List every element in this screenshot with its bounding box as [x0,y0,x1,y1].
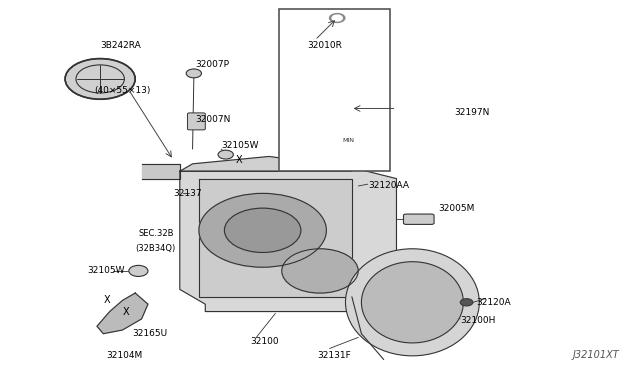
Circle shape [199,193,326,267]
Text: 32010R: 32010R [307,41,342,50]
Text: J32101XT: J32101XT [573,350,620,359]
Text: 32120AA: 32120AA [368,182,409,190]
Circle shape [460,299,473,306]
Text: 32100: 32100 [250,337,278,346]
Circle shape [186,69,202,78]
Text: 32007P: 32007P [196,60,230,69]
Circle shape [129,265,148,276]
Text: 32007N: 32007N [196,115,231,124]
Polygon shape [199,179,352,297]
Text: 32197N: 32197N [454,108,489,117]
FancyBboxPatch shape [188,113,205,130]
Text: 32100H: 32100H [460,316,495,325]
Text: 32104M: 32104M [106,351,143,360]
Circle shape [330,13,345,22]
Polygon shape [180,167,396,311]
Polygon shape [180,157,352,171]
Polygon shape [97,293,148,334]
Text: 3B242RA: 3B242RA [100,41,141,50]
Text: MIN: MIN [342,138,355,143]
Circle shape [332,15,342,21]
Text: 32137: 32137 [173,189,202,198]
Polygon shape [141,164,180,179]
Text: 32105W: 32105W [88,266,125,275]
Text: 32105W: 32105W [221,141,259,150]
Ellipse shape [346,249,479,356]
Circle shape [65,59,135,99]
Bar [278,9,390,171]
Text: X: X [122,307,129,317]
Text: SEC.32B: SEC.32B [138,230,174,238]
Ellipse shape [362,262,463,343]
Text: (40×55×13): (40×55×13) [94,86,150,94]
FancyBboxPatch shape [403,214,434,224]
Text: 32120A: 32120A [476,298,511,307]
Circle shape [282,249,358,293]
Text: 32131F: 32131F [317,351,351,360]
Circle shape [218,150,234,159]
Text: 32005M: 32005M [438,203,474,213]
Text: 32165U: 32165U [132,329,167,338]
Text: X: X [103,295,110,305]
Text: (32B34Q): (32B34Q) [135,244,175,253]
Text: X: X [236,155,243,165]
Circle shape [225,208,301,253]
